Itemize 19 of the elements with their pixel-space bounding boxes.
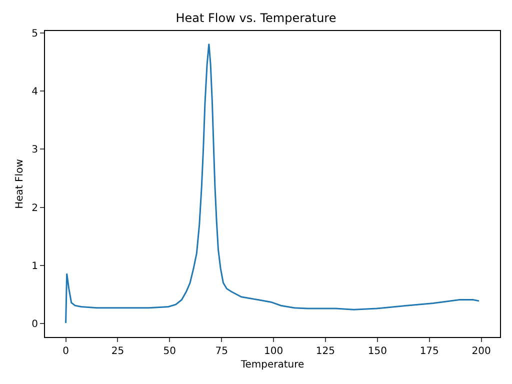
y-tick-label: 2 [32,202,38,214]
y-tick-label: 3 [32,144,38,156]
x-tick-label: 175 [420,346,439,357]
x-tick-label: 75 [215,346,228,357]
x-tick-label: 0 [62,346,69,357]
y-tick-label: 1 [32,260,38,272]
y-axis-title: Heat Flow [14,159,26,209]
y-tick-label: 5 [32,28,38,40]
x-tick-label: 100 [264,346,284,357]
y-tick-label: 4 [32,86,38,98]
x-tick-label: 50 [163,346,176,357]
x-tick-label: 25 [111,346,124,357]
line-series [65,43,480,324]
x-axis-title: Temperature [240,360,304,370]
x-tick-label: 150 [368,346,387,357]
x-tick-label: 200 [472,346,491,357]
y-tick-label: 0 [32,319,38,330]
chart-title: Heat Flow vs. Temperature [176,10,336,25]
x-tick-label: 125 [316,346,336,357]
